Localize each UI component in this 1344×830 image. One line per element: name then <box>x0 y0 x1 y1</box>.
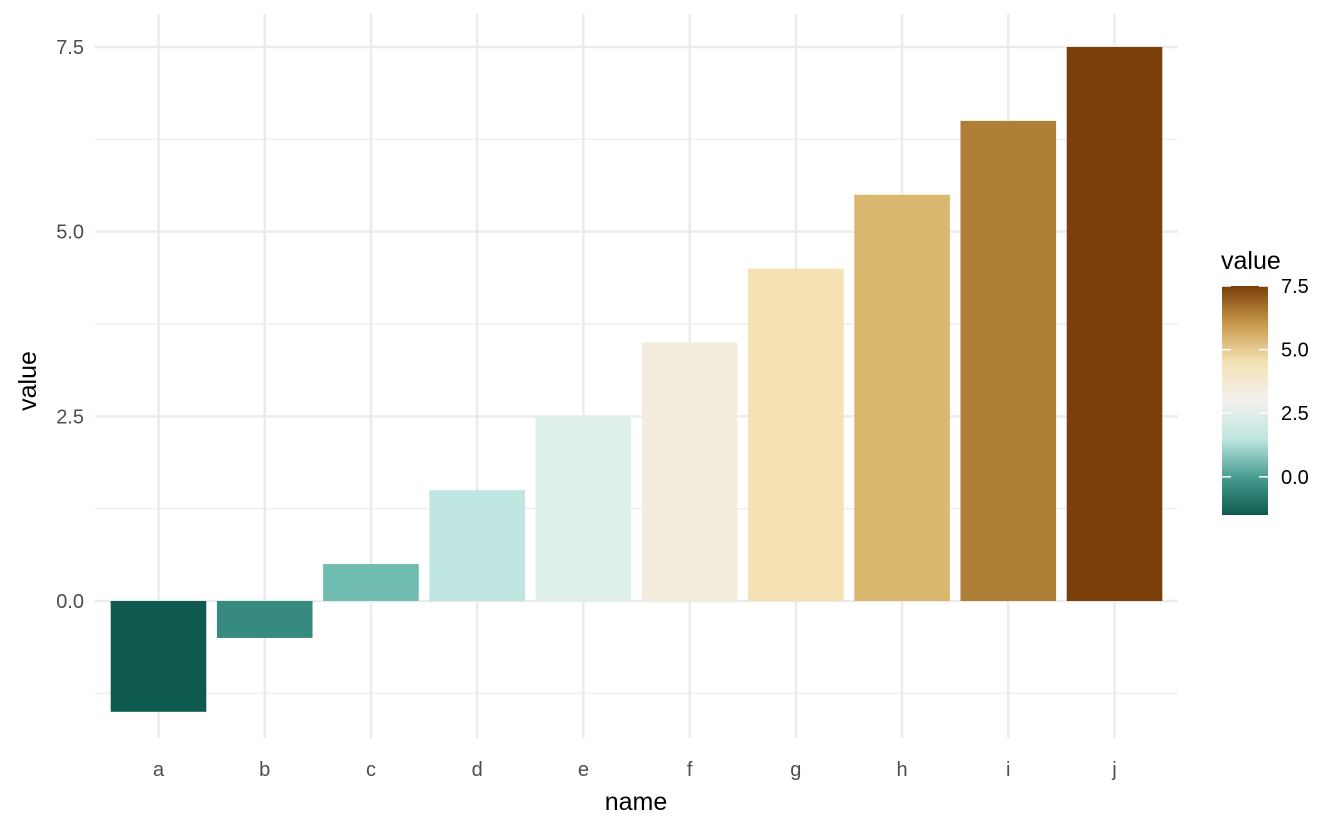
bar-g <box>748 268 844 601</box>
legend-ticks: 0.0 2.5 5.0 7.5 <box>1222 276 1309 489</box>
y-tick-label: 2.5 <box>56 406 84 428</box>
x-tick-label: j <box>1111 759 1116 781</box>
y-axis-tick-labels: 0.0 2.5 5.0 7.5 <box>56 37 84 613</box>
legend-tick-label: 2.5 <box>1281 403 1309 425</box>
x-tick-label: e <box>578 759 589 781</box>
x-tick-label: h <box>896 759 907 781</box>
x-tick-label: c <box>366 759 376 781</box>
legend-tick-label: 0.0 <box>1281 467 1309 489</box>
x-tick-label: a <box>153 759 165 781</box>
x-axis-title: name <box>605 788 668 816</box>
y-tick-label: 5.0 <box>56 222 84 244</box>
x-tick-label: d <box>472 759 483 781</box>
bar-h <box>854 194 950 601</box>
bar-e <box>535 416 632 601</box>
bars <box>110 47 1163 712</box>
x-tick-label: b <box>259 759 270 781</box>
bar-i <box>960 120 1057 601</box>
bar-a <box>110 601 207 712</box>
x-tick-label: i <box>1006 759 1010 781</box>
x-axis-tick-labels: a b c d e f g h i j <box>153 759 1117 781</box>
bar-j <box>1066 47 1163 601</box>
color-legend: value 0.0 2.5 5.0 7.5 <box>1221 247 1309 515</box>
y-axis-title: value <box>14 351 42 411</box>
legend-title: value <box>1221 247 1281 275</box>
x-tick-label: g <box>790 759 801 781</box>
bar-b <box>216 601 313 638</box>
bar-c <box>323 564 419 601</box>
y-tick-label: 7.5 <box>56 37 84 59</box>
legend-colorbar <box>1222 286 1268 515</box>
bar-f <box>641 342 738 601</box>
legend-tick-label: 7.5 <box>1281 276 1309 298</box>
legend-tick-label: 5.0 <box>1281 340 1309 362</box>
x-tick-label: f <box>687 759 693 781</box>
bar-d <box>429 490 525 601</box>
y-tick-label: 0.0 <box>56 591 84 613</box>
